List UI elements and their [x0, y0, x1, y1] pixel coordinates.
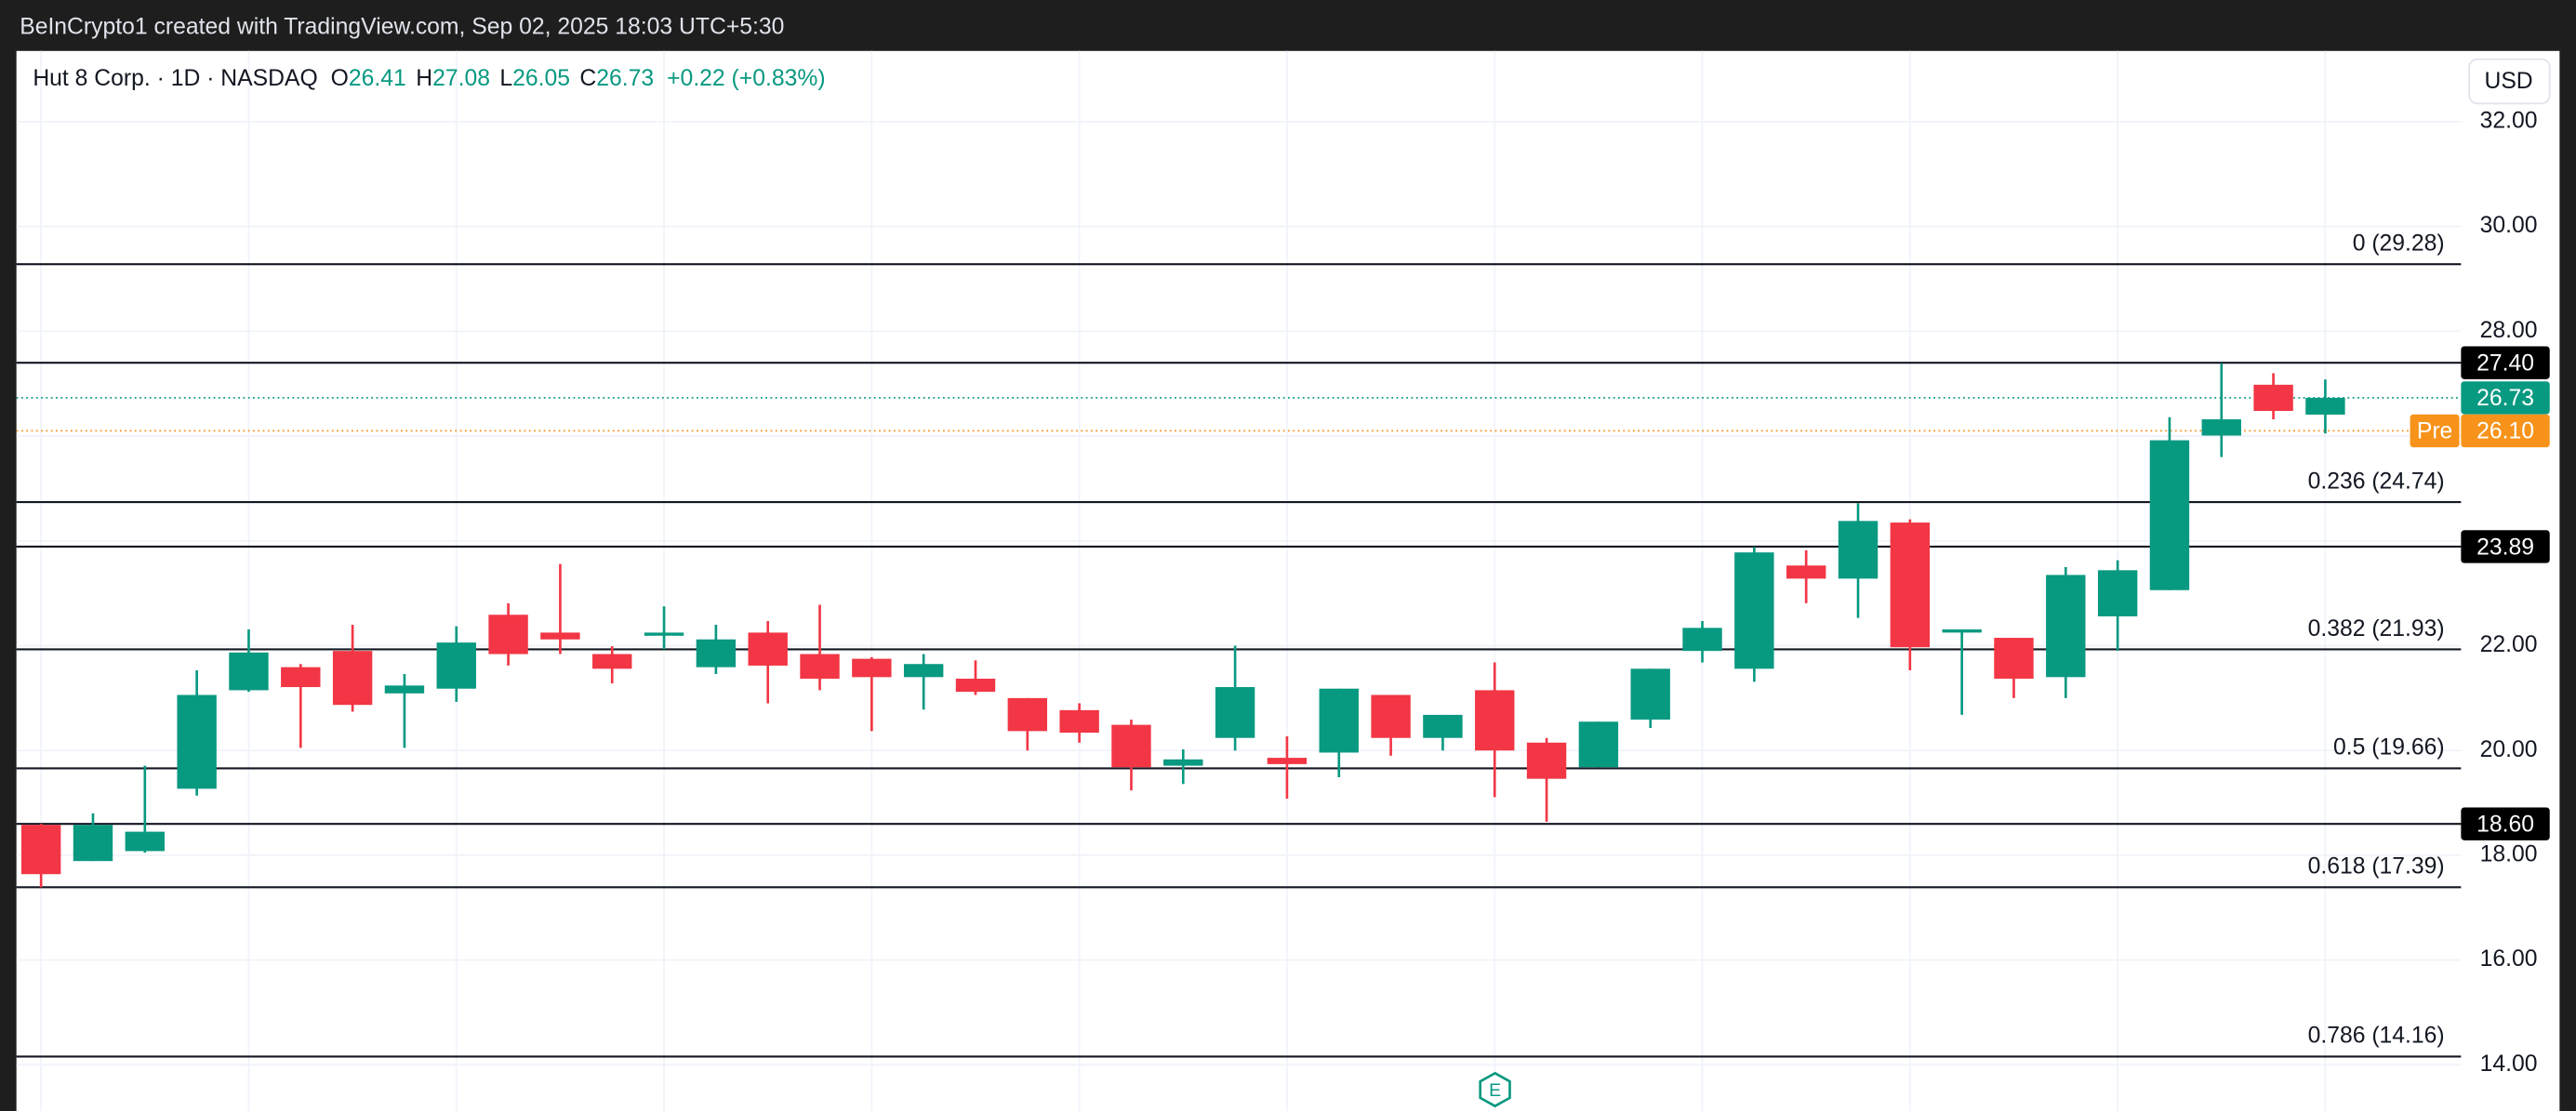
- candle-body: [1423, 714, 1463, 738]
- fib-label: 0.382 (21.93): [2308, 616, 2445, 641]
- candle-body: [1475, 690, 1515, 751]
- y-tick-label: 14.00: [2480, 1051, 2538, 1077]
- last-price-box: [2461, 381, 2550, 415]
- candle-body: [1526, 742, 1567, 779]
- ohlc-value: 26.73: [596, 65, 654, 90]
- candle-body: [1578, 721, 1619, 768]
- candle-body: [2149, 440, 2190, 590]
- y-tick-label: 30.00: [2480, 213, 2538, 238]
- candle-body: [1267, 758, 1308, 764]
- level-label: 23.89: [2476, 535, 2534, 560]
- level-box: [2461, 530, 2550, 563]
- candle-body: [125, 831, 166, 852]
- candle-body: [177, 694, 217, 789]
- candle-body: [2253, 384, 2293, 412]
- candle-body: [852, 658, 892, 678]
- candle-body: [1111, 724, 1151, 768]
- candle-body: [1630, 668, 1670, 720]
- premarket-tag-box: [2410, 414, 2460, 448]
- premarket-box: [2461, 414, 2550, 448]
- ohlc-label: H: [416, 65, 432, 90]
- y-tick-label: 28.00: [2480, 318, 2538, 343]
- candle-body: [332, 651, 373, 706]
- ohlc-value: 27.08: [432, 65, 490, 90]
- level-box: [2461, 807, 2550, 840]
- fib-label: 0.618 (17.39): [2308, 854, 2445, 880]
- legend: Hut 8 Corp. · 1D · NASDAQ O26.41 H27.08 …: [33, 65, 825, 90]
- candle-body: [2097, 570, 2138, 616]
- candle-body: [1371, 694, 1411, 738]
- candle-body: [592, 654, 632, 669]
- candle-body: [644, 632, 684, 636]
- candle-body: [1682, 628, 1722, 652]
- axis: 14.0016.0018.0020.0022.0024.0026.0028.00…: [2410, 108, 2550, 1077]
- candle-body: [1215, 687, 1255, 738]
- y-tick-label: 18.00: [2480, 841, 2538, 866]
- level-label: 27.40: [2476, 350, 2534, 376]
- fib-label: 0.786 (14.16): [2308, 1024, 2445, 1049]
- candle-body: [1994, 638, 2034, 680]
- candle-body: [1007, 697, 1048, 732]
- candle-body: [800, 654, 840, 680]
- last-price-label: 26.73: [2476, 386, 2534, 411]
- candle-body: [1734, 552, 1774, 669]
- fib-label: 0 (29.28): [2353, 231, 2445, 257]
- currency-button[interactable]: [2468, 58, 2551, 105]
- level-box: [2461, 346, 2550, 379]
- fib-label: 0.5 (19.66): [2333, 735, 2445, 761]
- candle-body: [903, 664, 944, 678]
- candle-body: [2201, 419, 2241, 436]
- candle-body: [1890, 522, 1931, 648]
- candle-body: [1163, 759, 1203, 766]
- premarket-label: 26.10: [2476, 419, 2534, 444]
- y-tick-label: 16.00: [2480, 946, 2538, 972]
- candle-body: [1059, 709, 1099, 734]
- watermark: BeInCrypto1 created with TradingView.com…: [20, 15, 784, 40]
- candle-body: [281, 667, 321, 688]
- candle-body: [384, 685, 425, 694]
- ohlc-label: O: [331, 65, 349, 90]
- y-tick-label: 22.00: [2480, 632, 2538, 657]
- y-tick-label: 32.00: [2480, 108, 2538, 133]
- candle-body: [229, 652, 269, 691]
- candle-body: [73, 825, 113, 862]
- ohlc-value: 26.41: [349, 65, 406, 90]
- ohlc-label: L: [499, 65, 512, 90]
- candle-body: [1838, 521, 1879, 579]
- ohlc-label: C: [579, 65, 596, 90]
- change: +0.22 (+0.83%): [667, 65, 825, 90]
- candle-body: [2305, 397, 2345, 415]
- candle-body: [1786, 565, 1826, 579]
- candle-body: [696, 639, 737, 668]
- y-tick-label: 20.00: [2480, 737, 2538, 762]
- earnings-label[interactable]: E: [1489, 1080, 1501, 1101]
- levels: 0 (29.28) 0.236 (24.74) 0.382 (21.93) 0.5 (…: [16, 231, 2462, 1058]
- ohlc-value: 26.05: [512, 65, 570, 90]
- candles: [20, 363, 2345, 888]
- candle-body: [2046, 575, 2086, 678]
- candle-body: [748, 632, 788, 666]
- candle-body: [488, 615, 528, 655]
- fib-label: 0.236 (24.74): [2308, 469, 2445, 494]
- candle-body: [955, 679, 996, 693]
- candle-body: [1319, 688, 1359, 753]
- symbol-title: Hut 8 Corp. · 1D · NASDAQ: [33, 65, 317, 90]
- currency-label[interactable]: USD: [2484, 69, 2532, 94]
- earnings-marker[interactable]: [1479, 1071, 1511, 1108]
- candle-body: [20, 825, 61, 875]
- candle-body: [436, 642, 476, 689]
- candle-body: [1942, 629, 1982, 633]
- candle-body: [540, 632, 580, 640]
- level-label: 18.60: [2476, 812, 2534, 837]
- premarket-tag: Pre: [2417, 419, 2452, 444]
